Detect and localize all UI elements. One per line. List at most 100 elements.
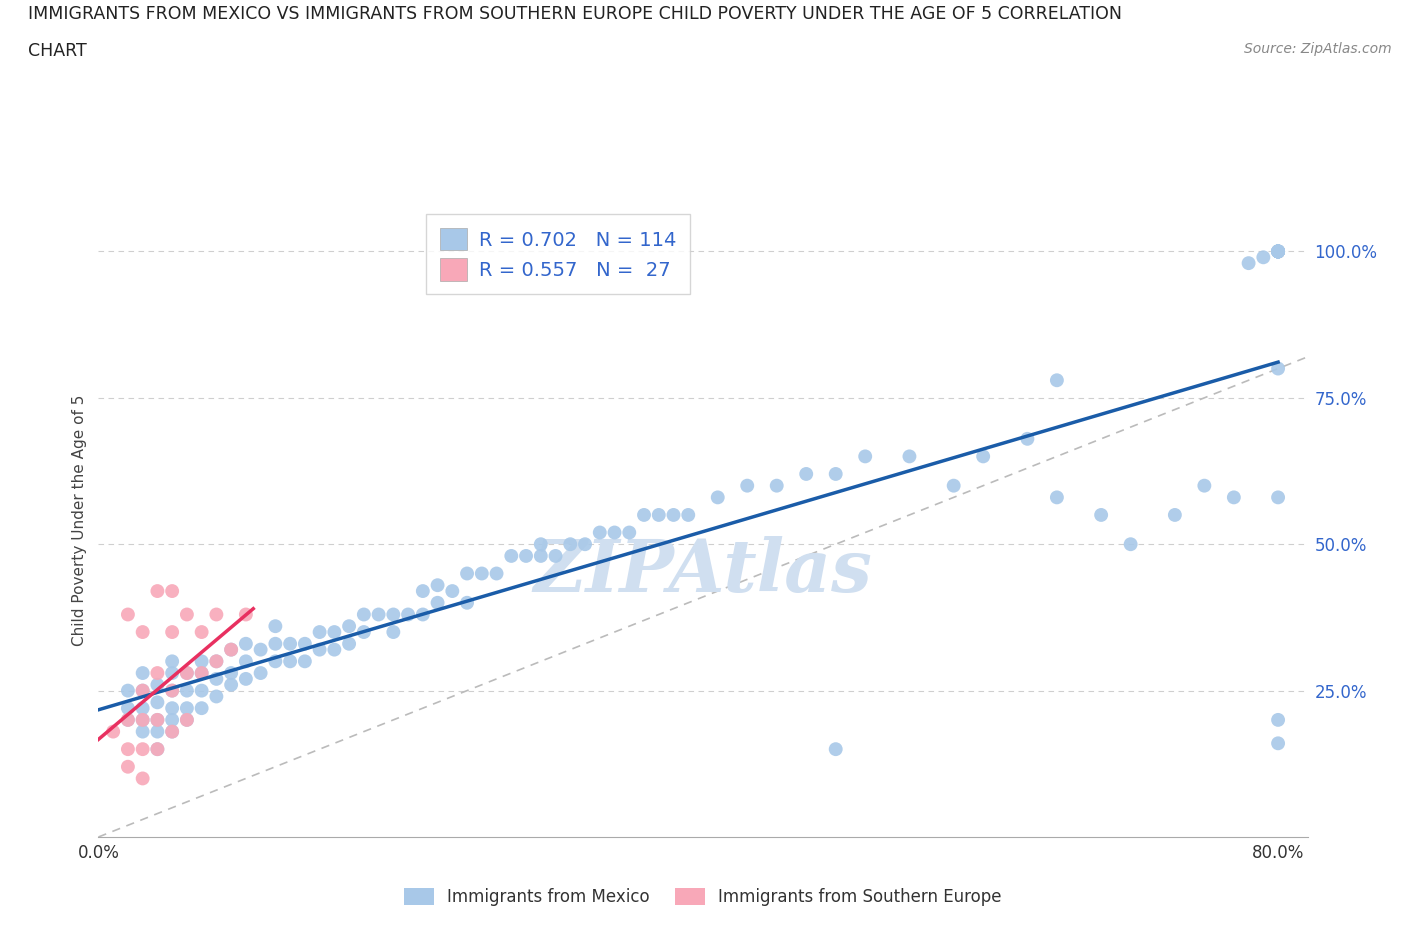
Point — [898, 449, 921, 464]
Point — [1164, 508, 1187, 523]
Point — [441, 584, 464, 599]
Point — [117, 712, 139, 727]
Point — [146, 584, 169, 599]
Point — [264, 618, 287, 633]
Point — [278, 654, 301, 669]
Point — [530, 549, 553, 564]
Y-axis label: Child Poverty Under the Age of 5: Child Poverty Under the Age of 5 — [72, 395, 87, 646]
Point — [176, 712, 198, 727]
Point — [160, 684, 183, 698]
Point — [131, 700, 153, 715]
Point — [824, 742, 846, 757]
Point — [308, 643, 330, 658]
Point — [1267, 244, 1289, 259]
Point — [117, 759, 139, 774]
Point — [131, 684, 153, 698]
Point — [735, 478, 758, 493]
Point — [382, 607, 405, 622]
Point — [131, 771, 153, 786]
Point — [367, 607, 389, 622]
Point — [382, 625, 405, 640]
Point — [308, 625, 330, 640]
Point — [131, 712, 153, 727]
Point — [765, 478, 787, 493]
Point — [412, 607, 434, 622]
Point — [1267, 244, 1289, 259]
Point — [353, 607, 375, 622]
Point — [278, 636, 301, 651]
Point — [176, 666, 198, 681]
Point — [412, 584, 434, 599]
Point — [942, 478, 965, 493]
Point — [219, 666, 242, 681]
Point — [501, 549, 523, 564]
Point — [190, 625, 212, 640]
Text: CHART: CHART — [28, 42, 87, 60]
Point — [249, 666, 271, 681]
Point — [235, 636, 257, 651]
Point — [353, 625, 375, 640]
Point — [117, 742, 139, 757]
Point — [235, 671, 257, 686]
Point — [1253, 250, 1275, 265]
Point — [1237, 256, 1260, 271]
Point — [633, 508, 655, 523]
Point — [1267, 490, 1289, 505]
Text: Source: ZipAtlas.com: Source: ZipAtlas.com — [1244, 42, 1392, 56]
Point — [146, 712, 169, 727]
Text: ZIPAtlas: ZIPAtlas — [534, 536, 872, 607]
Point — [1267, 244, 1289, 259]
Point — [1267, 244, 1289, 259]
Point — [574, 537, 596, 551]
Point — [205, 654, 228, 669]
Point — [589, 525, 612, 540]
Point — [117, 700, 139, 715]
Point — [1267, 244, 1289, 259]
Point — [146, 666, 169, 681]
Point — [1267, 244, 1289, 259]
Point — [678, 508, 700, 523]
Point — [160, 724, 183, 739]
Point — [396, 607, 419, 622]
Point — [853, 449, 876, 464]
Point — [190, 666, 212, 681]
Point — [176, 712, 198, 727]
Point — [131, 742, 153, 757]
Point — [972, 449, 994, 464]
Point — [160, 724, 183, 739]
Point — [1046, 373, 1069, 388]
Point — [1223, 490, 1246, 505]
Point — [131, 724, 153, 739]
Point — [146, 742, 169, 757]
Point — [1090, 508, 1112, 523]
Legend: Immigrants from Mexico, Immigrants from Southern Europe: Immigrants from Mexico, Immigrants from … — [398, 881, 1008, 912]
Point — [603, 525, 626, 540]
Point — [190, 700, 212, 715]
Point — [456, 595, 478, 610]
Point — [648, 508, 671, 523]
Point — [264, 654, 287, 669]
Point — [426, 578, 449, 592]
Point — [176, 666, 198, 681]
Legend: R = 0.702   N = 114, R = 0.557   N =  27: R = 0.702 N = 114, R = 0.557 N = 27 — [426, 214, 690, 294]
Point — [146, 677, 169, 692]
Point — [515, 549, 537, 564]
Point — [1017, 432, 1039, 446]
Point — [1267, 244, 1289, 259]
Point — [160, 666, 183, 681]
Point — [146, 724, 169, 739]
Point — [544, 549, 567, 564]
Point — [1267, 712, 1289, 727]
Point — [160, 684, 183, 698]
Point — [131, 666, 153, 681]
Point — [323, 625, 346, 640]
Point — [337, 618, 360, 633]
Point — [146, 742, 169, 757]
Point — [160, 700, 183, 715]
Point — [249, 643, 271, 658]
Point — [131, 625, 153, 640]
Text: IMMIGRANTS FROM MEXICO VS IMMIGRANTS FROM SOUTHERN EUROPE CHILD POVERTY UNDER TH: IMMIGRANTS FROM MEXICO VS IMMIGRANTS FRO… — [28, 5, 1122, 22]
Point — [619, 525, 641, 540]
Point — [146, 695, 169, 710]
Point — [101, 724, 124, 739]
